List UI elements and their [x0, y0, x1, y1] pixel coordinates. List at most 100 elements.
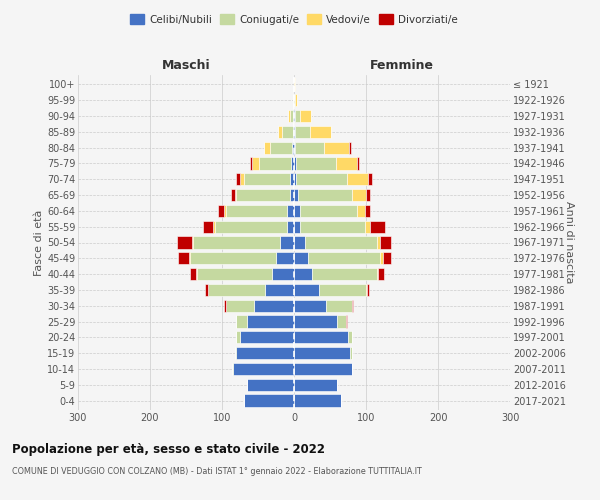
Bar — [294, 189, 298, 202]
Bar — [178, 236, 192, 248]
Bar — [368, 173, 372, 186]
Bar — [272, 268, 294, 280]
Text: COMUNE DI VEDUGGIO CON COLZANO (MB) - Dati ISTAT 1° gennaio 2022 - Elaborazione : COMUNE DI VEDUGGIO CON COLZANO (MB) - Da… — [12, 468, 422, 476]
Bar — [312, 268, 377, 280]
Bar — [380, 236, 391, 248]
Bar — [358, 158, 359, 170]
Bar — [293, 94, 294, 106]
Bar — [308, 252, 380, 264]
Bar — [189, 252, 190, 264]
Bar — [294, 78, 295, 90]
Bar — [358, 204, 365, 217]
Bar — [377, 236, 380, 248]
Bar — [236, 189, 290, 202]
Text: Femmine: Femmine — [370, 59, 434, 72]
Bar — [300, 204, 358, 217]
Bar — [296, 158, 336, 170]
Bar — [205, 284, 208, 296]
Bar — [232, 189, 235, 202]
Bar — [190, 268, 196, 280]
Bar — [247, 378, 294, 391]
Bar — [236, 331, 240, 344]
Bar — [290, 173, 294, 186]
Bar — [294, 173, 296, 186]
Bar — [294, 284, 319, 296]
Bar — [294, 316, 337, 328]
Bar — [293, 126, 294, 138]
Bar — [294, 110, 295, 122]
Bar — [366, 189, 370, 202]
Bar — [287, 220, 294, 233]
Text: Maschi: Maschi — [161, 59, 211, 72]
Bar — [244, 394, 294, 406]
Bar — [292, 142, 294, 154]
Bar — [294, 94, 295, 106]
Bar — [235, 347, 236, 360]
Bar — [310, 126, 331, 138]
Bar — [295, 94, 297, 106]
Bar — [294, 204, 300, 217]
Legend: Celibi/Nubili, Coniugati/e, Vedovi/e, Divorziati/e: Celibi/Nubili, Coniugati/e, Vedovi/e, Di… — [126, 10, 462, 29]
Bar — [295, 110, 301, 122]
Bar — [236, 173, 240, 186]
Bar — [236, 316, 247, 328]
Bar — [276, 252, 294, 264]
Bar — [247, 316, 294, 328]
Bar — [294, 236, 305, 248]
Bar — [294, 378, 337, 391]
Bar — [226, 300, 254, 312]
Bar — [214, 220, 215, 233]
Bar — [298, 189, 352, 202]
Bar — [293, 110, 294, 122]
Bar — [365, 220, 370, 233]
Bar — [380, 252, 383, 264]
Bar — [278, 126, 282, 138]
Bar — [294, 363, 352, 375]
Bar — [346, 316, 347, 328]
Bar — [193, 236, 280, 248]
Bar — [294, 126, 295, 138]
Bar — [192, 236, 193, 248]
Bar — [295, 142, 324, 154]
Bar — [218, 204, 224, 217]
Bar — [287, 204, 294, 217]
Bar — [224, 204, 226, 217]
Bar — [197, 268, 272, 280]
Bar — [349, 142, 351, 154]
Bar — [294, 142, 295, 154]
Bar — [378, 268, 384, 280]
Bar — [366, 284, 367, 296]
Bar — [294, 331, 348, 344]
Bar — [324, 142, 349, 154]
Bar — [190, 252, 276, 264]
Bar — [203, 220, 214, 233]
Bar — [294, 252, 308, 264]
Bar — [294, 300, 326, 312]
Bar — [294, 268, 312, 280]
Bar — [265, 284, 294, 296]
Bar — [367, 284, 369, 296]
Bar — [235, 189, 236, 202]
Bar — [250, 158, 251, 170]
Bar — [240, 331, 294, 344]
Bar — [294, 347, 350, 360]
Bar — [282, 126, 293, 138]
Bar — [305, 236, 377, 248]
Bar — [370, 220, 385, 233]
Bar — [290, 110, 293, 122]
Bar — [254, 300, 294, 312]
Bar — [347, 173, 368, 186]
Bar — [244, 173, 290, 186]
Bar — [336, 158, 358, 170]
Bar — [196, 268, 197, 280]
Bar — [337, 316, 346, 328]
Bar — [352, 189, 366, 202]
Bar — [350, 347, 352, 360]
Bar — [294, 220, 300, 233]
Bar — [294, 394, 341, 406]
Text: Popolazione per età, sesso e stato civile - 2022: Popolazione per età, sesso e stato civil… — [12, 442, 325, 456]
Bar — [208, 284, 265, 296]
Bar — [280, 236, 294, 248]
Bar — [319, 284, 366, 296]
Bar — [365, 204, 370, 217]
